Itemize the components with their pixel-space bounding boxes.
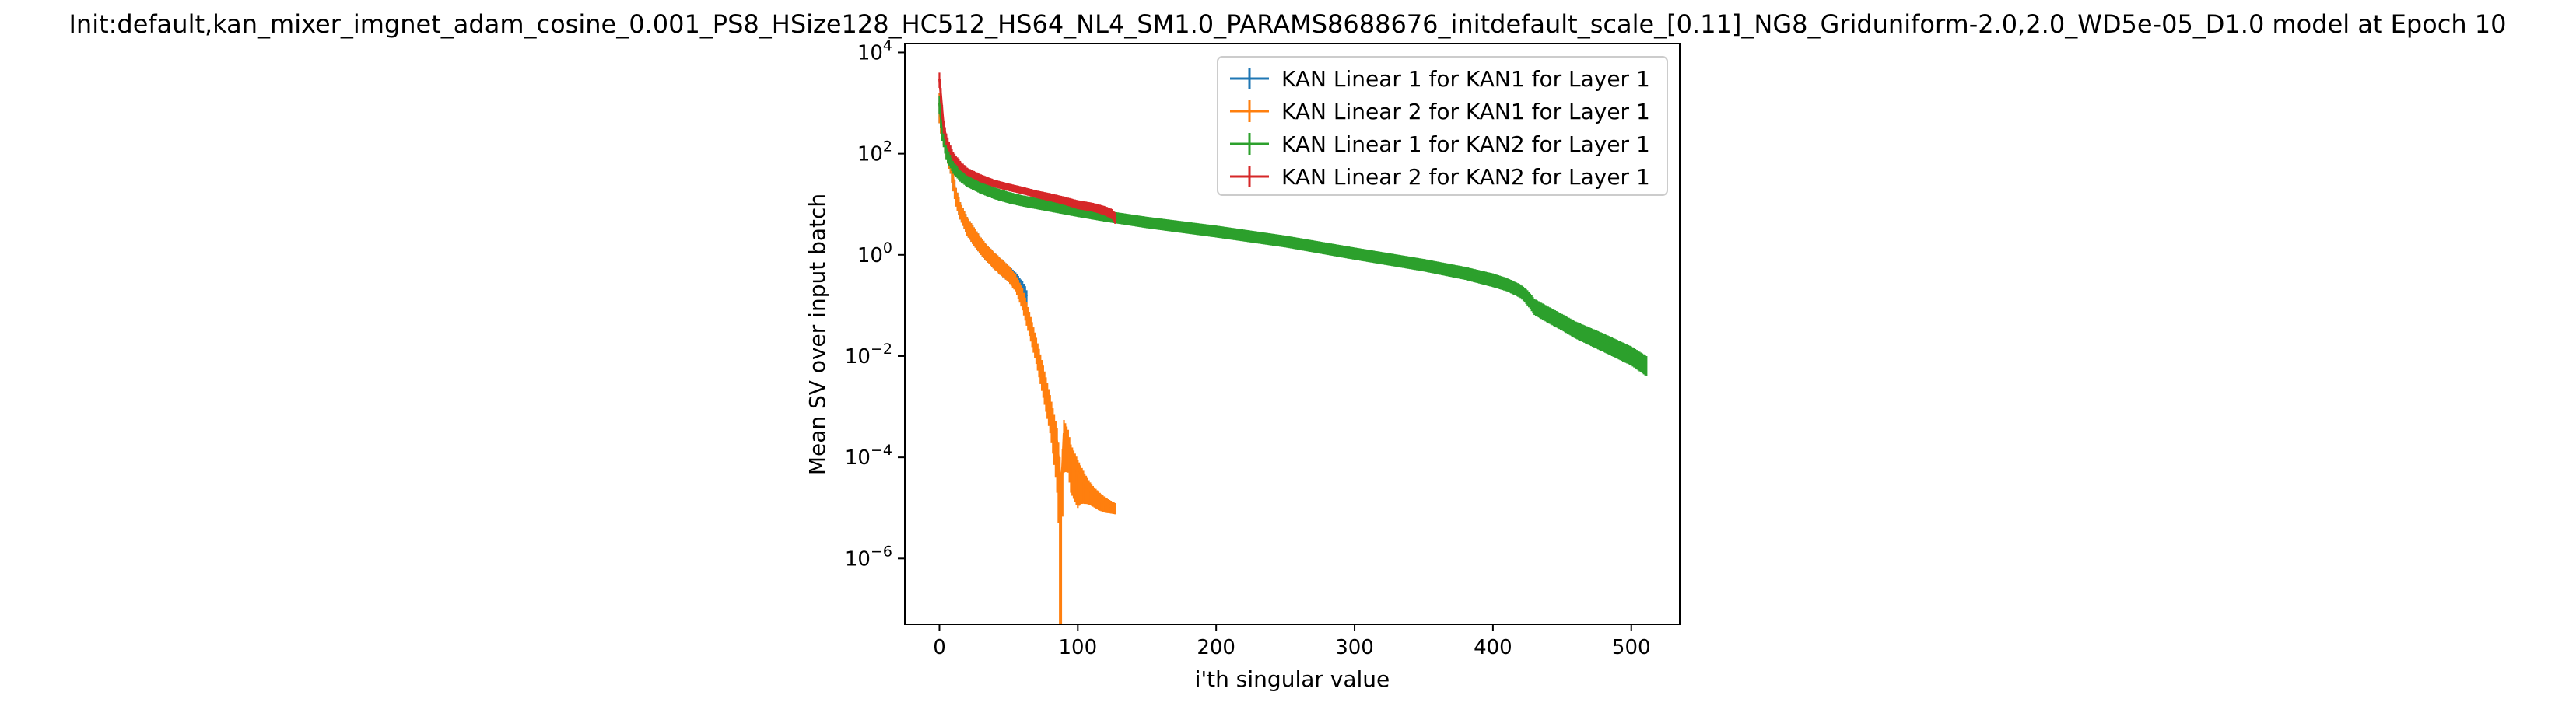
series-3-error-bars <box>938 96 1648 376</box>
x-tick-label: 400 <box>1474 636 1512 659</box>
x-tick-label: 500 <box>1612 636 1651 659</box>
legend-label: KAN Linear 2 for KAN1 for Layer 1 <box>1281 99 1650 124</box>
series-4-line <box>938 79 1116 218</box>
y-tick-label: 10−6 <box>845 543 892 571</box>
x-tick-label: 200 <box>1197 636 1235 659</box>
y-tick-label: 102 <box>857 138 892 166</box>
y-tick-label: 10−2 <box>845 341 892 369</box>
x-tick-label: 100 <box>1059 636 1098 659</box>
series-4 <box>938 72 1116 224</box>
x-tick-label: 300 <box>1335 636 1374 659</box>
y-tick-label: 100 <box>857 239 892 267</box>
y-axis-label: Mean SV over input batch <box>804 194 830 475</box>
y-tick-label: 104 <box>857 37 892 65</box>
x-axis-label: i'th singular value <box>1195 666 1390 692</box>
ticks-layer: 0 100 200 300 400 500 10−6 10−4 10−2 100 102 104 <box>845 37 1651 659</box>
series-layer <box>938 72 1648 624</box>
legend-label: KAN Linear 2 for KAN2 for Layer 1 <box>1281 164 1650 190</box>
y-tick-label: 10−4 <box>845 442 892 470</box>
legend-box <box>1217 56 1668 196</box>
series-3-line <box>938 103 1648 365</box>
chart-title: Init:default,kan_mixer_imgnet_adam_cosin… <box>68 9 2506 39</box>
legend: KAN Linear 1 for KAN1 for Layer 1 KAN Lin… <box>1217 56 1668 196</box>
legend-label: KAN Linear 1 for KAN1 for Layer 1 <box>1281 66 1650 92</box>
x-tick-label: 0 <box>933 636 946 659</box>
series-2-line <box>938 103 1116 509</box>
plot-frame <box>904 43 1681 625</box>
series-3 <box>938 96 1648 376</box>
legend-label: KAN Linear 1 for KAN2 for Layer 1 <box>1281 131 1650 157</box>
